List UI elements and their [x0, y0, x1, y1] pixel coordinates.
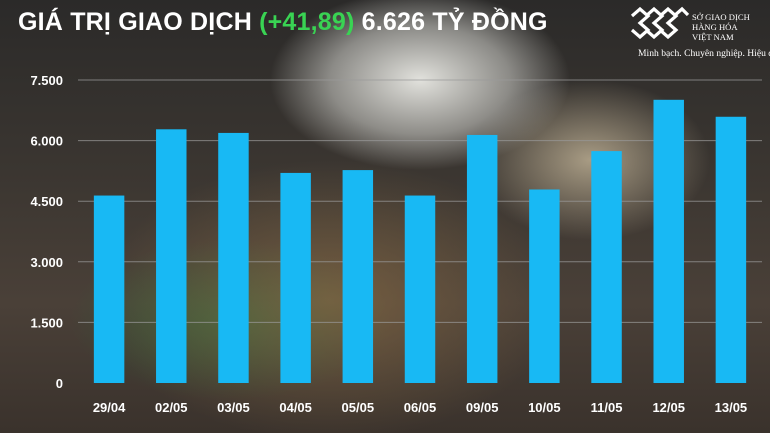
bar-5	[404, 195, 436, 383]
exchange-name-line-3: VIỆT NAM	[692, 32, 734, 42]
bar-4	[342, 170, 374, 383]
x-tick-label-7: 10/05	[528, 400, 561, 415]
bar-8	[591, 151, 622, 383]
bar-2	[218, 132, 249, 383]
y-tick-label-3: 4.500	[30, 194, 63, 209]
exchange-name: SỞ GIAO DỊCH HÀNG HÓA VIỆT NAM	[692, 12, 750, 42]
x-tick-label-2: 03/05	[217, 400, 250, 415]
exchange-logo: SỞ GIAO DỊCH HÀNG HÓA VIỆT NAM Minh bạch…	[630, 6, 770, 66]
x-tick-label-4: 05/05	[342, 400, 375, 415]
x-tick-label-10: 13/05	[715, 400, 748, 415]
bar-3	[280, 172, 311, 383]
bar-7	[529, 189, 560, 383]
title-prefix: GIÁ TRỊ GIAO DỊCH	[18, 8, 260, 36]
exchange-name-line-2: HÀNG HÓA	[692, 22, 738, 32]
exchange-slogan: Minh bạch. Chuyên nghiệp. Hiệu quả	[638, 48, 770, 59]
exchange-name-line-1: SỞ GIAO DỊCH	[692, 12, 750, 22]
bar-10	[715, 116, 747, 383]
bar-9	[653, 99, 684, 384]
y-tick-label-1: 1.500	[30, 315, 63, 330]
exchange-logo-icon	[630, 6, 690, 40]
x-tick-label-5: 06/05	[404, 400, 437, 415]
x-tick-label-3: 04/05	[279, 400, 312, 415]
x-tick-label-1: 02/05	[155, 400, 188, 415]
chart-title: GIÁ TRỊ GIAO DỊCH (+41,89) 6.626 TỶ ĐỒNG	[18, 8, 548, 37]
title-change-value: (+41,89)	[259, 8, 355, 36]
title-suffix: 6.626 TỶ ĐỒNG	[354, 8, 548, 36]
bar-1	[156, 129, 187, 383]
y-tick-label-2: 3.000	[30, 255, 63, 270]
x-tick-label-8: 11/05	[591, 400, 623, 415]
x-tick-label-0: 29/04	[93, 400, 126, 415]
bar-6	[466, 134, 498, 383]
bar-0	[93, 195, 125, 383]
y-tick-label-5: 7.500	[30, 73, 63, 88]
y-tick-label-4: 6.000	[30, 134, 63, 149]
y-tick-label-0: 0	[56, 376, 63, 391]
x-tick-label-6: 09/05	[466, 400, 499, 415]
x-tick-label-9: 12/05	[652, 400, 685, 415]
